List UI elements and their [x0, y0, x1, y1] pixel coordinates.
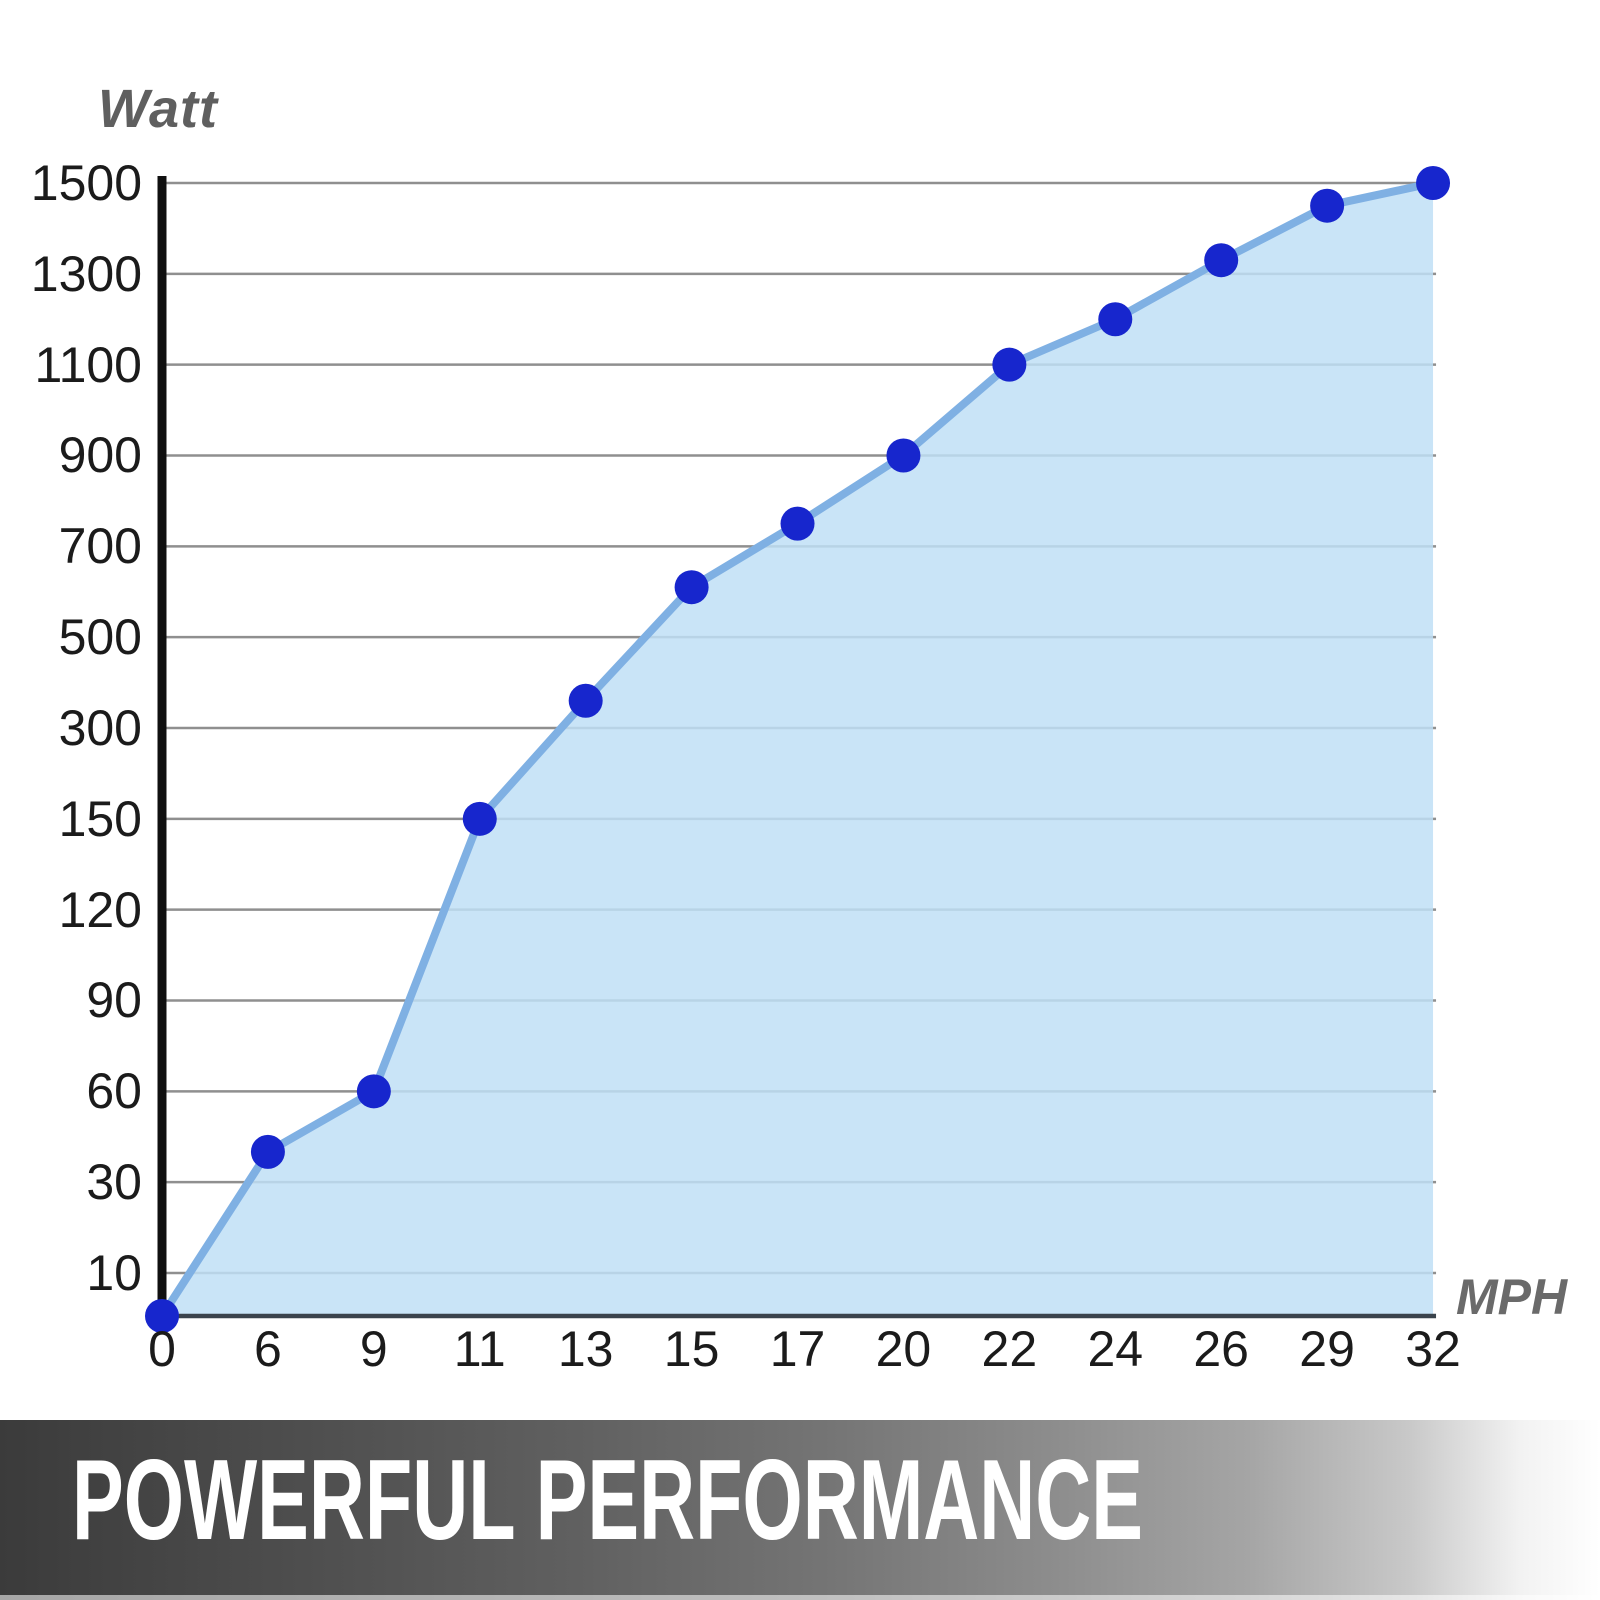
y-tick-label: 700 [58, 518, 142, 575]
x-tick-label: 9 [359, 1321, 388, 1377]
x-tick-label: 11 [453, 1321, 506, 1377]
x-tick-label: 22 [981, 1321, 1038, 1377]
y-tick-label: 120 [58, 881, 142, 938]
data-point [674, 570, 709, 605]
x-tick-label: 17 [769, 1321, 826, 1377]
x-tick-label: 15 [663, 1321, 720, 1377]
y-tick-label: 60 [86, 1063, 142, 1120]
x-axis-title: MPH [1456, 1269, 1568, 1325]
y-axis-title: Watt [98, 79, 218, 139]
data-point [780, 506, 815, 541]
banner: POWERFUL PERFORMANCE [0, 1420, 1600, 1600]
data-point [992, 347, 1027, 382]
x-tick-label: 20 [875, 1321, 932, 1377]
data-point [462, 801, 497, 836]
y-tick-label: 90 [86, 972, 142, 1029]
x-tick-label: 29 [1299, 1321, 1355, 1377]
y-tick-label: 10 [86, 1244, 142, 1301]
data-point [1310, 188, 1345, 223]
y-tick-label: 1300 [30, 245, 142, 302]
y-tick-label: 150 [58, 790, 142, 847]
y-tick-label: 1100 [34, 336, 142, 393]
banner-title: POWERFUL PERFORMANCE [72, 1437, 1143, 1564]
area-fill [162, 183, 1434, 1316]
x-tick-label: 24 [1087, 1321, 1144, 1377]
y-tick-label: 900 [58, 427, 142, 484]
x-tick-label: 13 [557, 1321, 614, 1377]
data-point [1204, 243, 1239, 278]
data-point [145, 1299, 179, 1333]
data-point [356, 1074, 391, 1109]
y-tick-label: 500 [58, 609, 142, 666]
x-tick-label: 26 [1193, 1321, 1249, 1377]
x-tick-label: 0 [148, 1321, 176, 1377]
y-tick-label: 1500 [30, 155, 142, 211]
x-tick-label: 6 [254, 1321, 282, 1377]
y-tick-label: 30 [86, 1154, 142, 1211]
data-point [886, 438, 921, 473]
plot-area [145, 166, 1451, 1333]
data-point [250, 1134, 285, 1169]
banner-bottom-line [0, 1595, 1600, 1600]
data-point [1098, 302, 1133, 337]
x-tick-label: 32 [1405, 1321, 1461, 1377]
y-tick-label: 300 [58, 699, 142, 756]
data-point [568, 683, 603, 718]
data-point [1416, 166, 1451, 200]
